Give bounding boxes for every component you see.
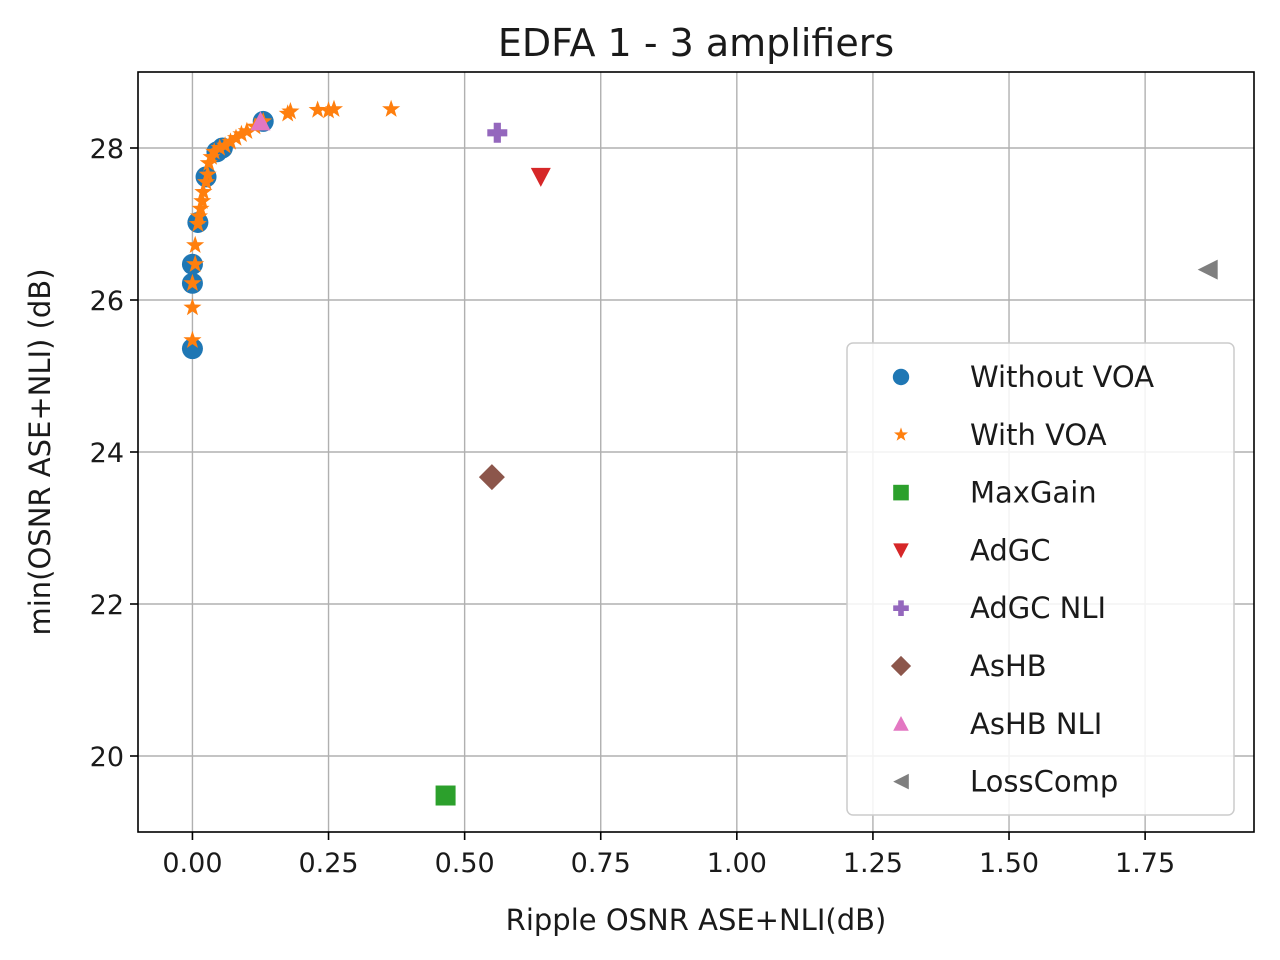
y-tick-label: 26 bbox=[90, 286, 124, 317]
with-voa-point bbox=[183, 298, 202, 316]
legend-marker-with-voa bbox=[894, 427, 908, 441]
y-axis-label: min(OSNR ASE+NLI) (dB) bbox=[23, 268, 57, 635]
x-tick-label: 0.75 bbox=[571, 848, 631, 879]
with-voa-point bbox=[197, 172, 216, 190]
legend-label-ashb-nli: AsHB NLI bbox=[970, 707, 1102, 741]
legend-label-ashb: AsHB bbox=[970, 649, 1047, 683]
x-tick-label: 0.25 bbox=[298, 848, 358, 879]
y-tick-label: 24 bbox=[90, 438, 124, 469]
with-voa-point bbox=[186, 235, 205, 253]
legend-marker-ashb-nli bbox=[893, 716, 909, 731]
with-voa-point bbox=[237, 121, 256, 139]
adgc-nli-point bbox=[487, 122, 508, 143]
legend-label-without-voa: Without VOA bbox=[970, 360, 1154, 394]
legend-marker-adgc-nli bbox=[893, 600, 909, 616]
legend-label-with-voa: With VOA bbox=[970, 418, 1107, 452]
x-tick-label: 0.50 bbox=[435, 848, 495, 879]
with-voa-point bbox=[193, 191, 212, 209]
adgc-point bbox=[530, 167, 551, 187]
x-tick-label: 1.50 bbox=[979, 848, 1039, 879]
chart-title: EDFA 1 - 3 amplifiers bbox=[498, 21, 894, 65]
with-voa-point bbox=[186, 254, 205, 272]
y-tick-label: 20 bbox=[90, 742, 124, 773]
with-voa-point bbox=[232, 124, 251, 142]
y-tick-label: 22 bbox=[90, 590, 124, 621]
legend-box bbox=[846, 342, 1235, 816]
data-points bbox=[181, 99, 1218, 806]
legend-marker-adgc bbox=[893, 543, 909, 559]
with-voa-point bbox=[188, 214, 207, 232]
ashb-point bbox=[478, 464, 505, 491]
ashb-nli-point bbox=[250, 111, 271, 131]
legend: Without VOA With VOA MaxGain AdGC AdGC NLI As… bbox=[846, 342, 1235, 816]
x-tick-label: 1.25 bbox=[843, 848, 903, 879]
with-voa-point bbox=[210, 138, 229, 156]
legend-marker-without-voa bbox=[892, 368, 910, 386]
losscomp-point bbox=[1197, 259, 1218, 280]
with-voa-point bbox=[382, 99, 401, 117]
legend-label-maxgain: MaxGain bbox=[970, 476, 1097, 510]
y-tick-label: 28 bbox=[90, 134, 124, 165]
legend-label-adgc: AdGC bbox=[970, 533, 1050, 567]
with-voa-point bbox=[221, 132, 240, 150]
x-axis-ticks: 0.00 0.25 0.50 0.75 1.00 1.25 1.50 1.75 bbox=[162, 832, 1175, 879]
with-voa-point bbox=[308, 100, 327, 118]
with-voa-point bbox=[183, 330, 202, 348]
with-voa-point bbox=[227, 128, 245, 146]
with-voa-point bbox=[281, 102, 300, 120]
with-voa-point bbox=[216, 136, 235, 154]
with-voa-point bbox=[319, 101, 338, 119]
with-voa-point bbox=[324, 99, 343, 117]
with-voa-point bbox=[198, 165, 217, 183]
x-tick-label: 1.00 bbox=[707, 848, 767, 879]
with-voa-point bbox=[183, 273, 202, 291]
x-tick-label: 0.00 bbox=[162, 848, 222, 879]
legend-label-losscomp: LossComp bbox=[970, 765, 1118, 799]
with-voa-point bbox=[191, 199, 210, 217]
with-voa-point bbox=[189, 206, 208, 225]
legend-marker-ashb bbox=[890, 655, 912, 677]
y-axis-ticks: 20 22 24 26 28 bbox=[90, 134, 138, 773]
legend-marker-maxgain bbox=[893, 484, 909, 501]
without-voa-point bbox=[181, 338, 203, 360]
legend-label-adgc-nli: AdGC NLI bbox=[970, 591, 1106, 625]
legend-marker-losscomp bbox=[893, 773, 909, 790]
x-tick-label: 1.75 bbox=[1115, 848, 1175, 879]
maxgain-point bbox=[435, 785, 456, 806]
with-voa-point bbox=[205, 142, 224, 160]
with-voa-point bbox=[194, 182, 213, 200]
x-axis-label: Ripple OSNR ASE+NLI(dB) bbox=[506, 903, 887, 937]
